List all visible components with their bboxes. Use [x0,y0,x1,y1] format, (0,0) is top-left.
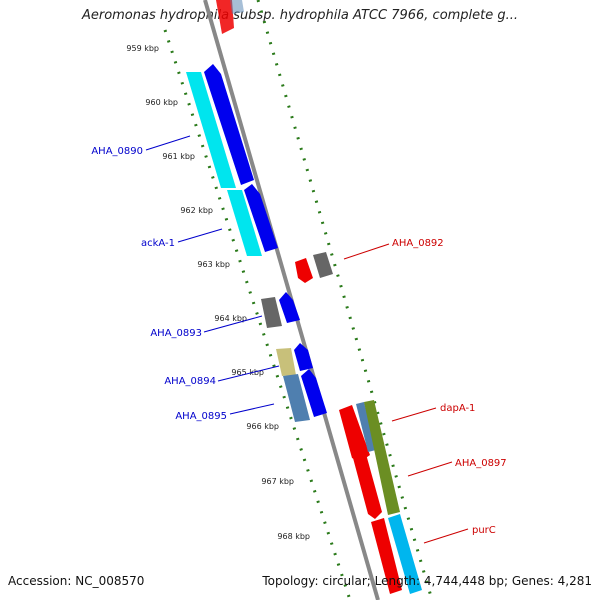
gene-label-dapa1[interactable]: dapA-1 [440,403,475,414]
gene-label-aha0890[interactable]: AHA_0890 [91,146,143,157]
tick-label: 968 kbp [277,532,310,541]
gene-aha0892-gray [313,252,333,278]
gene-acka1 [244,184,278,252]
gene-label-acka1[interactable]: ackA-1 [141,238,175,249]
gene-dapa1-steel [356,402,376,452]
gene-label-aha0895[interactable]: AHA_0895 [175,411,227,422]
tick-label: 966 kbp [246,422,279,431]
gene-purc-red [371,518,402,594]
label-leader [407,461,453,477]
tick-label: 964 kbp [214,314,247,323]
gene-aha0890-cds [186,72,236,188]
gene-aha0897-olive [364,400,400,515]
accession-text: Accession: NC_008570 [8,574,145,588]
gene-aha0890 [204,64,254,185]
tick-label: 961 kbp [162,152,195,161]
gene-aha0895 [301,369,327,417]
tick-label: 959 kbp [126,44,159,53]
label-leader [423,528,469,544]
tick-label: 962 kbp [180,206,213,215]
gene-top-steel [230,0,244,14]
label-leader [391,407,437,422]
gene-aha0893 [279,292,300,323]
tick-label: 960 kbp [145,98,178,107]
label-leader [229,403,275,415]
forward-ring-dots [163,29,352,600]
gene-dapa1-red [339,405,370,462]
label-leader [145,135,191,151]
gene-top-red [216,0,234,34]
gene-aha0892-red [295,258,313,283]
gene-aha0893-gray [261,297,282,328]
label-leader [217,365,280,382]
tick-label: 963 kbp [197,260,230,269]
map-title: Aeromonas hydrophila subsp. hydrophila A… [81,8,519,23]
gene-label-aha0892[interactable]: AHA_0892 [392,238,444,249]
gene-aha0894-khaki [276,348,296,376]
label-leader [177,228,223,243]
label-leader [203,315,263,333]
gene-label-aha0897[interactable]: AHA_0897 [455,458,507,469]
gene-acka1-cds [227,190,262,256]
gene-aha0895-steel [283,374,310,422]
label-leader [343,243,390,260]
gene-label-aha0894[interactable]: AHA_0894 [164,376,216,387]
tick-label: 965 kbp [231,368,264,377]
gene-aha0897-red [353,454,382,519]
gene-label-purc[interactable]: purC [472,525,496,536]
tick-label: 967 kbp [261,477,294,486]
genome-summary: Topology: circular; Length: 4,744,448 bp… [262,574,592,588]
gene-aha0894 [294,343,313,371]
gene-purc-sky [388,514,422,594]
gene-label-aha0893[interactable]: AHA_0893 [150,328,202,339]
